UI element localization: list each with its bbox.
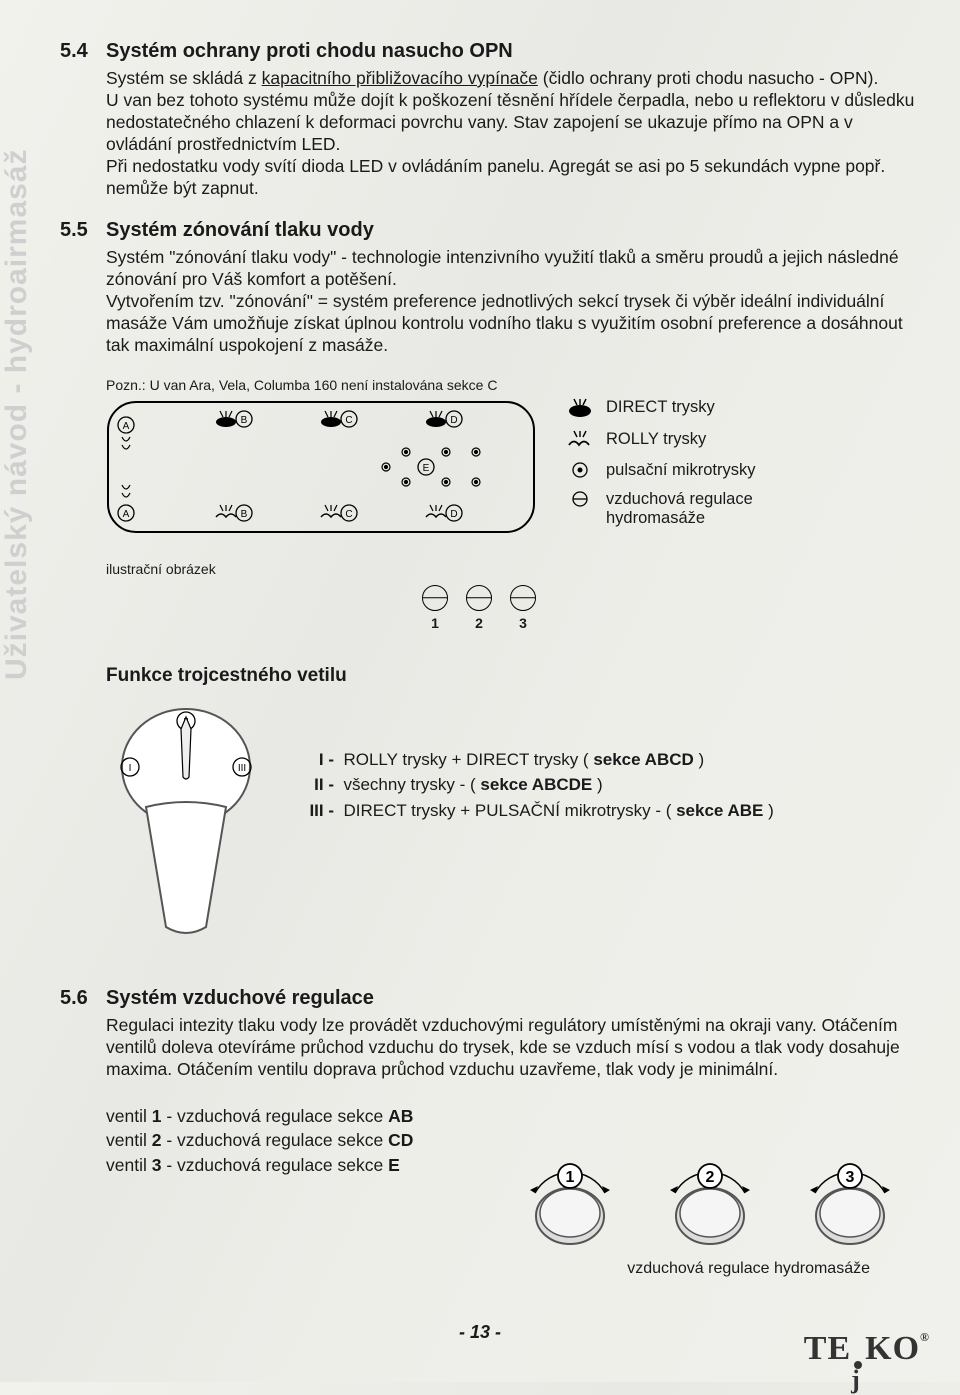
svg-text:III: III [238,763,246,774]
legend-pulse-text: pulsační mikrotrysky [606,461,755,480]
tub-diagram-row: A A B C D B C D E [106,397,920,557]
section-5-4-head: 5.4 Systém ochrany proti chodu nasucho O… [60,40,920,63]
mini-knob-1: 1 [422,585,448,631]
mini-knob-3: 3 [510,585,536,631]
legend-rolly: ROLLY trysky [566,429,755,451]
section-5-5-num: 5.5 [60,219,106,242]
svg-text:3: 3 [846,1169,855,1186]
valve-section: II I III I - ROLLY trysky + DIRECT trysk… [106,707,920,937]
air-dials-caption: vzduchová regulace hydromasáže [627,1260,870,1278]
svg-text:A: A [123,509,130,520]
side-vertical-label: Uživatelský návod - hydroairmasáž [0,40,40,680]
tub-caption: ilustrační obrázek [106,561,920,577]
s54-p1-underline: kapacitního přibližovacího vypínače [262,68,538,88]
air-dial-2: 2 [660,1158,760,1248]
tub-diagram: A A B C D B C D E [106,397,536,557]
legend-direct-text: DIRECT trysky [606,398,715,417]
brand-logo: TEjKO® [804,1330,930,1368]
section-5-5-body: Systém "zónování tlaku vody" - technolog… [106,246,920,356]
section-5-6-num: 5.6 [60,987,106,1010]
svg-text:B: B [241,509,248,520]
valve-diagram: II I III [106,707,266,937]
section-5-5-title: Systém zónování tlaku vody [106,219,374,242]
mini-knobs-row: 1 2 3 [106,585,536,631]
s54-p2: U van bez tohoto systému může dojít k po… [106,90,914,154]
legend-air-text: vzduchová regulacehydromasáže [606,490,753,528]
air-dial-1: 1 [520,1158,620,1248]
valve-line-3: III - DIRECT trysky + PULSAČNÍ mikrotrys… [306,798,774,824]
section-5-6-title: Systém vzduchové regulace [106,987,374,1010]
svg-text:B: B [241,415,248,426]
section-5-6-head: 5.6 Systém vzduchové regulace [60,987,920,1010]
s55-p1: Systém "zónování tlaku vody" - technolog… [106,247,899,289]
svg-text:D: D [450,415,457,426]
page-content: 5.4 Systém ochrany proti chodu nasucho O… [60,40,920,1274]
section-5-6-body: Regulaci intezity tlaku vody lze provádě… [106,1014,920,1080]
air-dial-3: 3 [800,1158,900,1248]
section-5-5-head: 5.5 Systém zónování tlaku vody [60,219,920,242]
valve-line-2: II - všechny trysky - ( sekce ABCDE ) [306,772,774,798]
s55-p2: Vytvořením tzv. "zónování" = systém pref… [106,291,903,355]
svg-text:2: 2 [706,1169,715,1186]
svg-text:A: A [123,421,130,432]
legend-pulse: pulsační mikrotrysky [566,461,755,480]
s54-p1a: Systém se skládá z [106,68,262,88]
mini-knob-2: 2 [466,585,492,631]
rolly-jet-icon [566,429,594,451]
s54-p1b: (čidlo ochrany proti chodu nasucho - OPN… [538,68,878,88]
valve-line-1: I - ROLLY trysky + DIRECT trysky ( sekce… [306,747,774,773]
tub-legend: DIRECT trysky ROLLY trysky pulsační mikr… [566,397,755,538]
section-5-4-num: 5.4 [60,40,106,63]
legend-rolly-text: ROLLY trysky [606,430,706,449]
section-5-4-body: Systém se skládá z kapacitního přibližov… [106,67,920,199]
svg-text:D: D [450,509,457,520]
page-footer: - 13 - TEjKO® [0,1322,960,1362]
air-dials: 1 2 3 [520,1158,900,1248]
air-reg-icon [566,490,594,508]
legend-air: vzduchová regulacehydromasáže [566,490,755,528]
svg-text:C: C [345,415,352,426]
tub-note: Pozn.: U van Ara, Vela, Columba 160 není… [106,377,920,393]
ventil-line-2: ventil 2 - vzduchová regulace sekce CD [106,1128,920,1153]
valve-lines: I - ROLLY trysky + DIRECT trysky ( sekce… [306,707,774,824]
legend-direct: DIRECT trysky [566,397,755,419]
svg-text:C: C [345,509,352,520]
s54-p3: Při nedostatku vody svítí dioda LED v ov… [106,156,885,198]
pulse-jet-icon [566,461,594,479]
svg-text:1: 1 [566,1169,575,1186]
svg-text:I: I [129,763,132,774]
svg-text:E: E [423,463,430,474]
valve-heading: Funkce trojcestného vetilu [106,665,920,687]
page-number: - 13 - [459,1322,501,1343]
direct-jet-icon [566,397,594,419]
ventil-line-1: ventil 1 - vzduchová regulace sekce AB [106,1104,920,1129]
section-5-4-title: Systém ochrany proti chodu nasucho OPN [106,40,513,63]
